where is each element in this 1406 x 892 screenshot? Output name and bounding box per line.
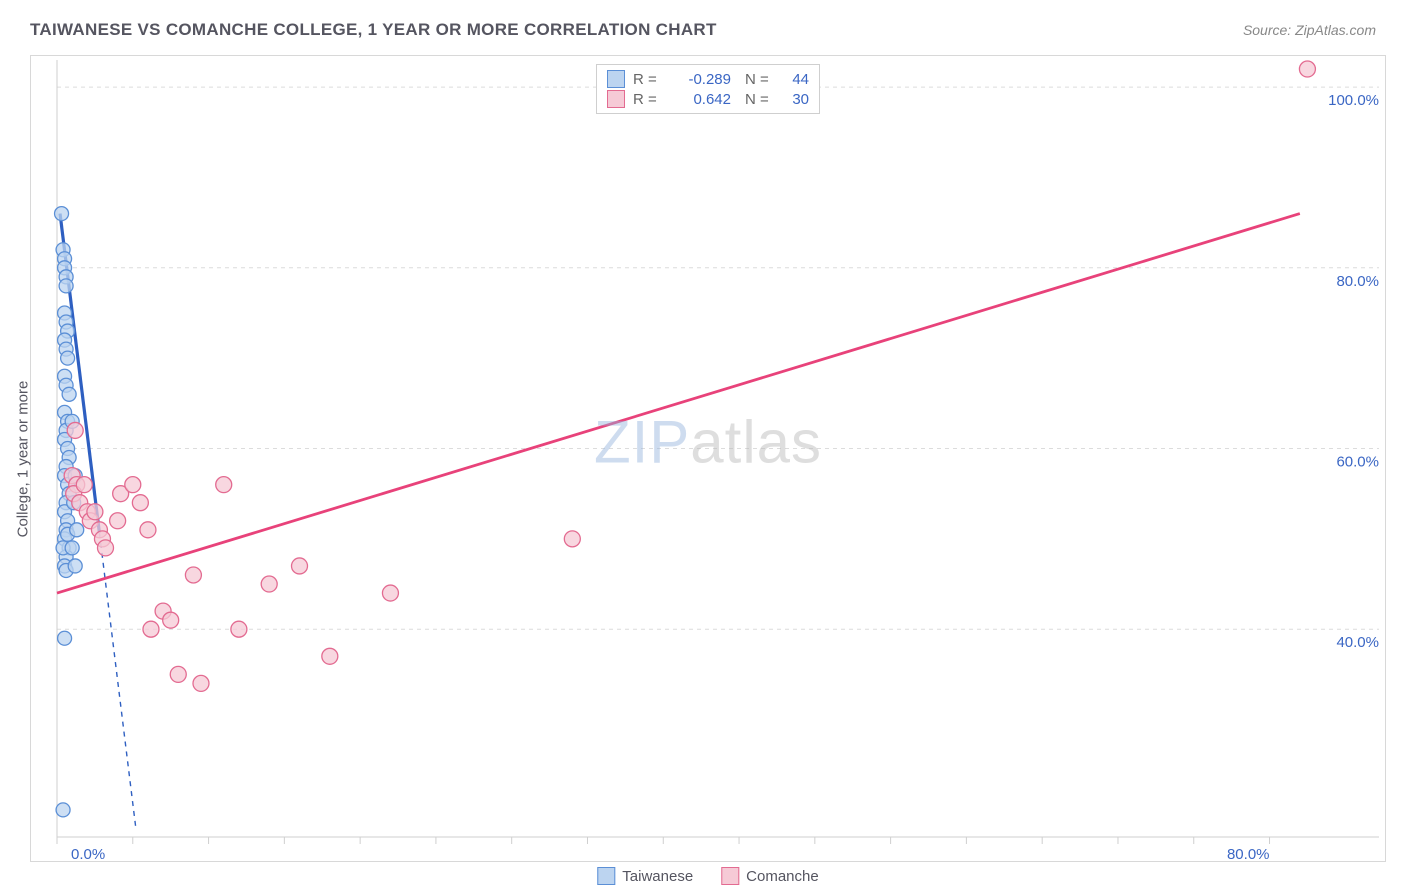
- legend-stats-row: R =0.642 N =30: [607, 89, 809, 109]
- legend-item-comanche: Comanche: [721, 867, 819, 885]
- source-attribution: Source: ZipAtlas.com: [1243, 22, 1376, 38]
- legend-stats: R =-0.289 N =44 R =0.642 N =30: [596, 64, 820, 114]
- chart-title: TAIWANESE VS COMANCHE COLLEGE, 1 YEAR OR…: [30, 20, 717, 40]
- svg-text:0.0%: 0.0%: [71, 846, 105, 861]
- legend-item-taiwanese: Taiwanese: [597, 867, 693, 885]
- swatch-comanche: [607, 90, 625, 108]
- svg-text:80.0%: 80.0%: [1336, 273, 1379, 290]
- scatter-plot: 40.0% 60.0% 80.0% 100.0% 0.0% 80.0%: [49, 56, 1385, 861]
- svg-text:60.0%: 60.0%: [1336, 454, 1379, 471]
- svg-text:100.0%: 100.0%: [1328, 92, 1379, 109]
- y-axis-label: College, 1 year or more: [15, 380, 32, 537]
- legend-stats-row: R =-0.289 N =44: [607, 69, 809, 89]
- svg-text:40.0%: 40.0%: [1336, 634, 1379, 651]
- svg-text:80.0%: 80.0%: [1227, 846, 1270, 861]
- swatch-taiwanese: [607, 70, 625, 88]
- legend-series: Taiwanese Comanche: [597, 867, 818, 885]
- chart-area: College, 1 year or more 40.0%60.0%80.0%1…: [30, 55, 1386, 862]
